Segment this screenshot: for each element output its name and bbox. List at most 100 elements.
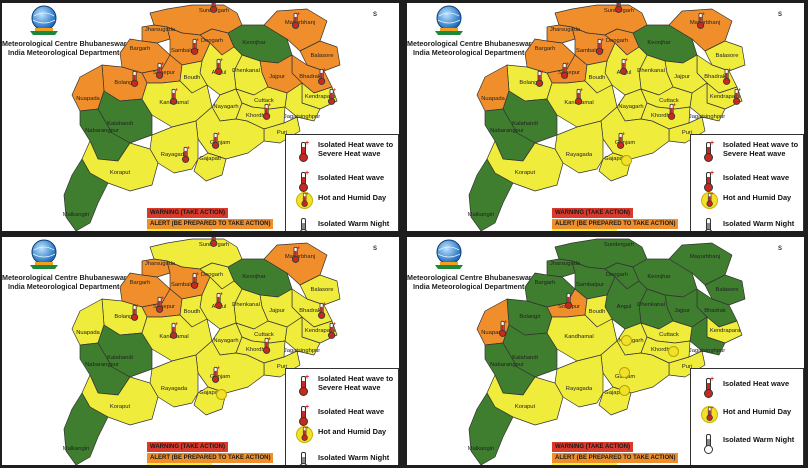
district-label: Koraput [109,404,131,410]
thermometer-plus-icon: + [130,69,140,87]
district-label: Sonepur [153,304,175,310]
sun-thermometer-icon: + [701,405,718,423]
district-label: Angul [616,304,632,310]
thermometer-plus-icon: + [169,321,179,339]
district-label: Keonjhar [242,40,266,46]
thermometer-plus-icon: + [214,291,224,309]
legend-item-warm-night: Isolated Warm Night [695,433,803,455]
district-malkangiri[interactable] [468,158,514,231]
district-label: Bargarh [534,46,556,52]
district-malkangiri[interactable] [63,158,109,231]
district-label: Cuttack [659,332,679,338]
district-label: Rayagada [160,152,188,158]
warning-level-red: WARNING (TAKE ACTION) [147,442,228,452]
legend-label: Isolated Heat wave [723,379,790,388]
warning-level-yellow: WATCH (BE AWARE) [147,463,212,465]
district-label: Gajapati [604,156,626,162]
district-label: Koraput [514,170,536,176]
district-label: Sambalpur [170,48,200,54]
district-label: Bargarh [129,46,151,52]
district-label: Malkangiri [467,212,495,218]
district-label: Nuapada [76,96,100,102]
district-label: Cuttack [254,332,274,338]
district-jagatsinghpur[interactable] [689,316,726,356]
district-mayurbhanj[interactable] [263,242,328,286]
thermometer-plus-icon: + [190,37,200,55]
district-label: Jharsuguda [549,261,581,267]
org-department: India Meteorological Department [8,281,120,291]
org-name: Meteorological Centre Bhubaneswar [2,273,127,282]
district-mayurbhanj[interactable] [668,242,733,286]
district-label: Mayurbhanj [284,20,316,26]
district-label: Gajapati [199,390,221,396]
legend-label: Hot and Humid Day [318,427,387,436]
district-label: Kalahandi [107,121,133,127]
district-label: Nabarangpur [490,362,524,368]
thermometer-plus-icon: + [317,301,327,319]
sun-thermometer-icon [621,155,632,166]
district-label: Sonepur [558,70,580,76]
sun-thermometer-icon: + [701,191,718,209]
district-label: Keonjhar [647,40,671,46]
map-panel-1: SundergarhJharsugudaSambalpurDeogarhBarg… [2,3,399,231]
district-label: Boudh [183,75,201,81]
sun-thermometer-icon: + [296,191,313,209]
thermometer-night-icon [298,452,310,465]
district-label: Bhadrak [299,308,321,314]
legend-item-humid: + Hot and Humid Day [290,191,398,213]
map-panel-4: Sundergarh Jharsuguda Sambalpur Deogarh Barg… [407,237,804,465]
district-ganjam[interactable] [600,340,670,394]
district-label: Bhadrak [704,74,726,80]
district-nuapada[interactable] [71,64,105,112]
map-legend: + Isolated Heat wave + Hot and Humid Day Iso… [690,368,804,465]
district-label: Nabarangpur [490,128,524,134]
district-label: Kalahandi [107,355,133,361]
thermometer-plus-icon: + [262,336,272,354]
map-legend: + Isolated Heat wave to Severe Heat wave +… [285,368,399,465]
thermometer-plus-icon: + [181,145,191,163]
district-label: Koraput [109,170,131,176]
district-label: Nuapada [481,96,505,102]
map-legend: + Isolated Heat wave to Severe Heat wave +… [690,134,804,231]
district-label: Mayurbhanj [689,254,721,260]
district-label: Kandhamal [564,334,594,340]
district-nuapada[interactable] [71,298,105,346]
thermometer-plus-icon: + [190,271,200,289]
district-label: Bhadrak [299,74,321,80]
district-label: Mayurbhanj [284,254,316,260]
district-label: Bolangir [114,314,136,320]
district-label: Sambalpur [575,48,605,54]
map-panel-3: SundergarhJharsugudaSambalpurDeogarhBarg… [2,237,399,465]
legend-label: Isolated Warm Night [318,219,390,228]
district-label: Bolangir [519,314,541,320]
district-label: Malkangiri [62,446,90,452]
district-label: Jharsuguda [549,27,581,33]
district-label: Bargarh [534,280,556,286]
district-label: Deogarh [605,272,629,278]
district-label: Deogarh [200,38,224,44]
district-label: Puri [276,130,288,136]
district-label: Dhenkanal [232,68,260,74]
district-mayurbhanj[interactable] [263,8,328,52]
district-malkangiri[interactable] [468,392,514,465]
district-label: Bhadrak [704,308,726,314]
district-jagatsinghpur[interactable] [284,316,321,356]
district-label: Jajpur [269,308,285,314]
district-nuapada[interactable] [476,64,510,112]
district-label: Nuapada [76,330,100,336]
district-jagatsinghpur[interactable] [284,82,321,122]
district-mayurbhanj[interactable] [668,8,733,52]
thermometer-plus-icon: + [262,102,272,120]
warning-level-yellow: WATCH (BE AWARE) [552,463,617,465]
district-jagatsinghpur[interactable] [689,82,726,122]
district-label: Khordha [246,347,268,353]
legend-item-severe: + Isolated Heat wave to Severe Heat wave [695,140,803,163]
district-label: Deogarh [200,272,224,278]
legend-label: Isolated Heat wave to Severe Heat wave [318,140,394,158]
district-label: Kalahandi [512,121,538,127]
district-malkangiri[interactable] [63,392,109,465]
district-label: Sundergarh [603,242,635,248]
district-label: Rayagada [565,152,593,158]
district-label: Kendrapara [709,94,741,100]
odisha-district-map [63,238,341,465]
